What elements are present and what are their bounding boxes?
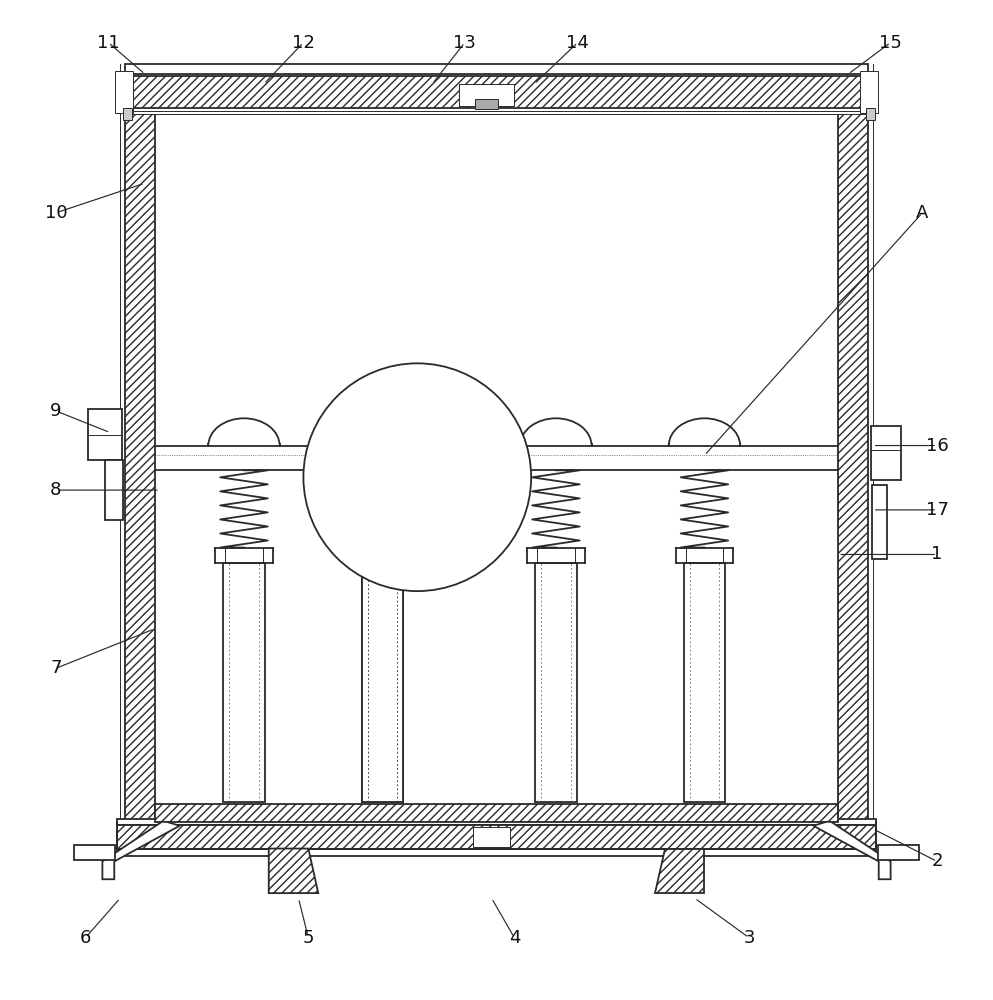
- Bar: [123, 108, 132, 120]
- Text: 6: 6: [79, 929, 91, 947]
- Polygon shape: [655, 849, 704, 893]
- Bar: [155, 804, 838, 822]
- Text: 11: 11: [97, 34, 120, 52]
- Bar: [361, 563, 403, 802]
- Bar: [473, 827, 510, 847]
- Text: 3: 3: [743, 929, 755, 947]
- Bar: [125, 64, 868, 74]
- Bar: [866, 108, 875, 120]
- Circle shape: [304, 363, 531, 591]
- Bar: [683, 563, 725, 802]
- Bar: [838, 114, 868, 822]
- Polygon shape: [269, 849, 319, 893]
- Text: 8: 8: [51, 481, 62, 499]
- Bar: [125, 76, 868, 108]
- Bar: [125, 111, 868, 114]
- Text: 15: 15: [879, 34, 902, 52]
- Bar: [87, 409, 122, 460]
- Text: 10: 10: [45, 204, 68, 222]
- Bar: [878, 845, 920, 860]
- Text: 4: 4: [508, 929, 520, 947]
- Bar: [223, 563, 265, 802]
- Bar: [473, 827, 510, 847]
- Bar: [117, 825, 876, 849]
- Bar: [105, 460, 123, 520]
- Bar: [73, 845, 115, 860]
- Text: 7: 7: [50, 659, 62, 677]
- Bar: [535, 563, 577, 802]
- Bar: [860, 71, 878, 113]
- Text: 12: 12: [292, 34, 315, 52]
- Polygon shape: [813, 822, 891, 879]
- Text: A: A: [917, 204, 928, 222]
- Bar: [460, 84, 513, 106]
- Text: 17: 17: [925, 501, 948, 519]
- Bar: [117, 819, 876, 825]
- Text: 14: 14: [566, 34, 589, 52]
- Text: 2: 2: [931, 852, 943, 870]
- Text: 1: 1: [931, 545, 942, 563]
- Polygon shape: [102, 822, 180, 879]
- Bar: [361, 563, 403, 802]
- Text: 16: 16: [925, 437, 948, 455]
- Bar: [871, 426, 901, 480]
- Bar: [872, 485, 887, 559]
- Bar: [125, 114, 155, 822]
- Text: 13: 13: [454, 34, 477, 52]
- Text: 9: 9: [50, 402, 62, 420]
- Text: 5: 5: [303, 929, 314, 947]
- Bar: [475, 99, 498, 109]
- Bar: [115, 71, 133, 113]
